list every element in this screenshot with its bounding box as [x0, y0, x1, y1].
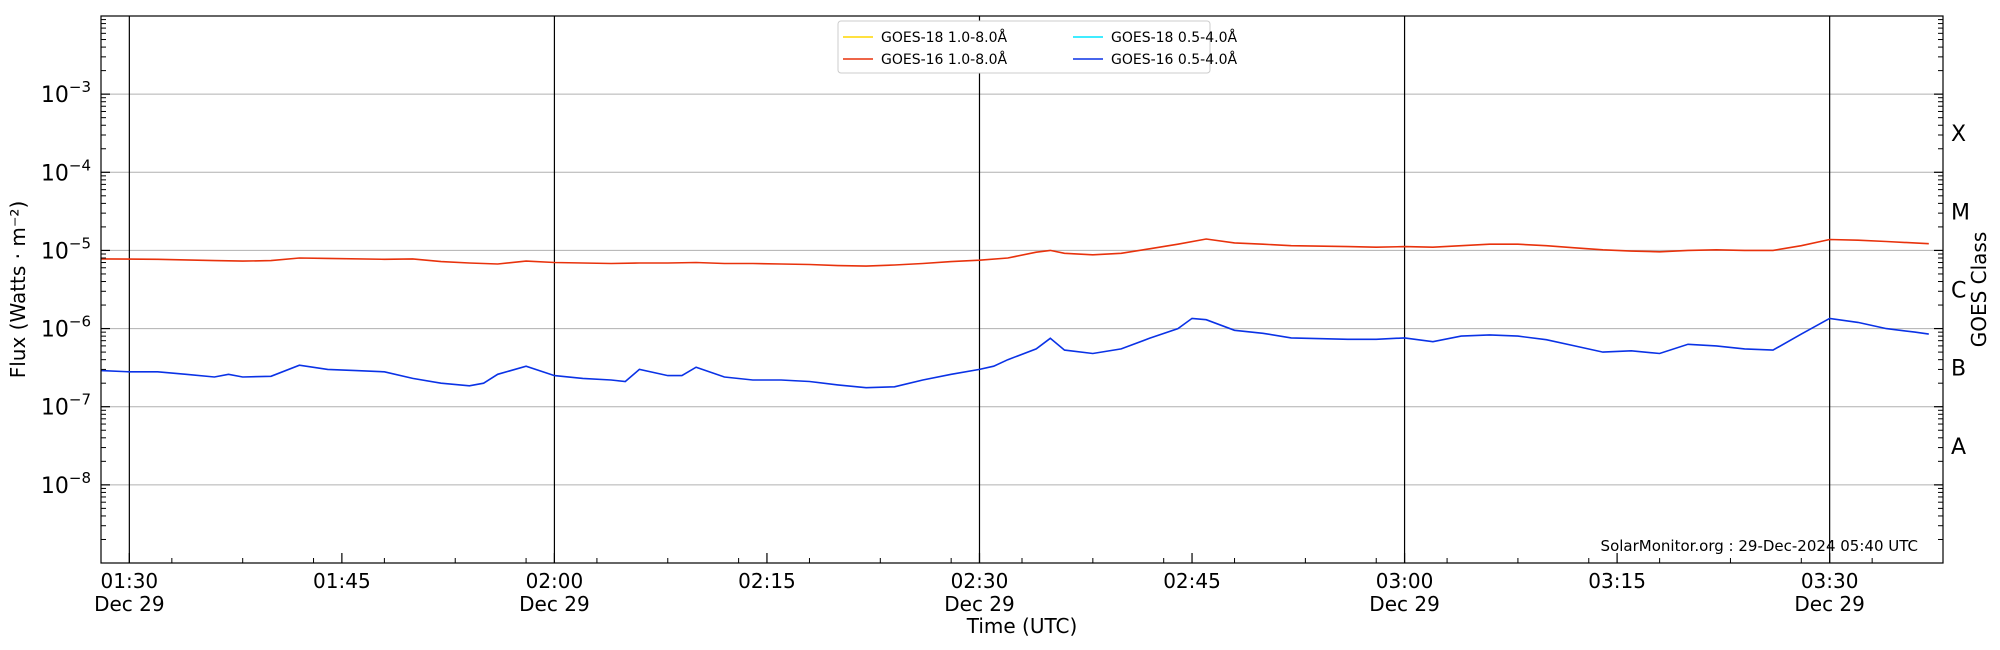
y-tick-label: 10−8 — [41, 469, 91, 499]
y-tick-label: 10−5 — [41, 234, 91, 264]
x-tick-label: 01:30 — [101, 569, 159, 593]
x-tick-date-label: Dec 29 — [519, 592, 590, 616]
legend-entry: GOES-16 0.5-4.0Å — [1111, 51, 1237, 68]
x-axis-label: Time (UTC) — [966, 614, 1078, 638]
vertical-reference-lines — [128, 16, 1831, 563]
goes-class-label: X — [1951, 122, 1966, 147]
legend-entry: GOES-18 1.0-8.0Å — [881, 29, 1007, 46]
x-tick-date-label: Dec 29 — [1369, 592, 1440, 616]
x-tick-date-label: Dec 29 — [944, 592, 1015, 616]
x-tick-label: 02:00 — [526, 569, 584, 593]
series-line — [100, 317, 1929, 389]
x-tick-label: 03:15 — [1588, 569, 1646, 593]
x-tick-label: 01:45 — [313, 569, 371, 593]
goes-class-axis-label: GOES Class — [1967, 232, 1991, 348]
x-tick-label: 02:45 — [1163, 569, 1221, 593]
y-tick-label: 10−6 — [41, 313, 91, 343]
y-tick-label: 10−7 — [41, 391, 91, 421]
x-tick-label: 03:00 — [1376, 569, 1434, 593]
x-tick-label: 03:30 — [1801, 569, 1859, 593]
x-tick-label: 02:30 — [951, 569, 1009, 593]
x-tick-date-label: Dec 29 — [94, 592, 165, 616]
x-tick-label: 02:15 — [738, 569, 796, 593]
series-line — [100, 238, 1929, 267]
goes-class-label: B — [1951, 357, 1966, 382]
legend: GOES-18 1.0-8.0Å GOES-16 1.0-8.0Å GOES-18 … — [837, 20, 1237, 74]
legend-entry: GOES-18 0.5-4.0Å — [1111, 29, 1237, 46]
goes-class-label: C — [1951, 279, 1966, 304]
legend-box — [837, 20, 1211, 74]
legend-entry: GOES-16 1.0-8.0Å — [881, 51, 1007, 68]
y-tick-label: 10−4 — [41, 156, 91, 186]
series-lines — [100, 238, 1929, 389]
axis-ticks — [100, 19, 1944, 563]
y-axis-label: Flux (Watts · m⁻²) — [6, 201, 30, 379]
goes-class-label: M — [1951, 200, 1970, 225]
x-tick-date-label: Dec 29 — [1794, 592, 1865, 616]
y-tick-label: 10−3 — [41, 78, 91, 108]
goes-class-label: A — [1951, 435, 1966, 460]
plot-frame — [100, 15, 1944, 564]
grid-lines — [101, 93, 1943, 486]
source-annotation: SolarMonitor.org : 29-Dec-2024 05:40 UTC — [1601, 537, 1918, 555]
